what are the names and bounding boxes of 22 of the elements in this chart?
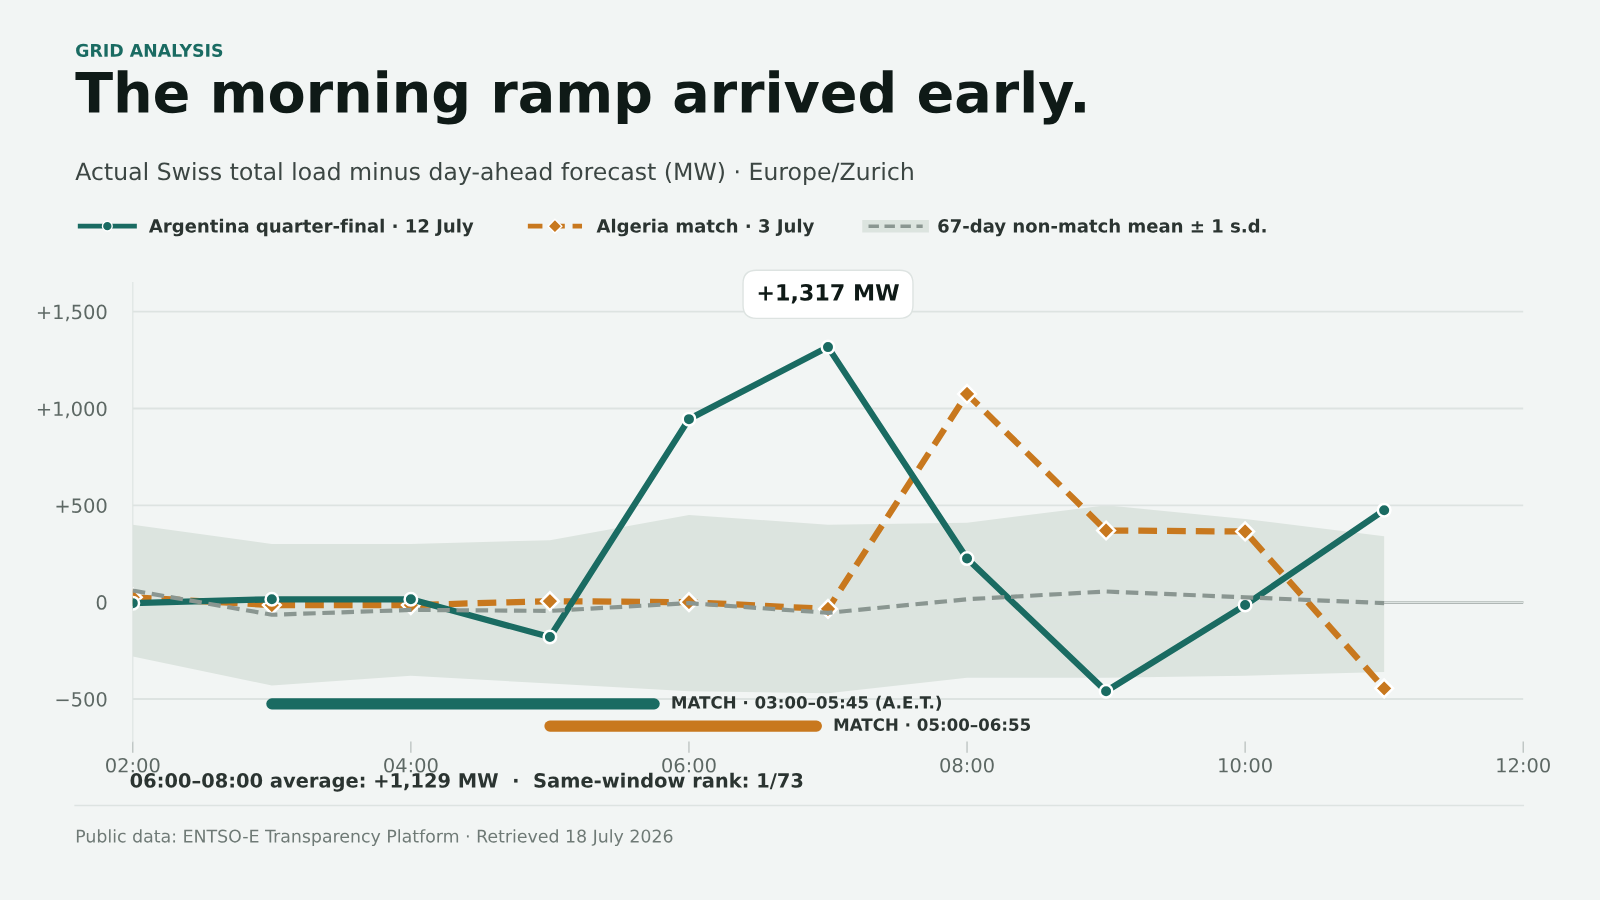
series-label: MATCH · 05:00–06:55 <box>834 718 1031 731</box>
x-tick-label: 04:00 <box>384 757 438 773</box>
x-tick-label: 12:00 <box>1497 757 1550 773</box>
y-tick-label: +1,000 <box>37 401 107 419</box>
annotation: +1,317 MW <box>758 283 899 304</box>
y-tick-label: +1,500 <box>37 304 107 322</box>
legend-label: Argentina quarter-final · 12 July <box>148 218 474 237</box>
text: GRID ANALYSIS <box>76 43 223 57</box>
x-tick-label: 08:00 <box>940 757 994 773</box>
y-tick-label: −500 <box>56 691 107 707</box>
text: Public data: ENTSO-E Transparency Platform · Retrieved 18 July 2026 <box>76 829 673 847</box>
chart-subtitle: Actual Swiss total load minus day-ahead forecast (MW) · Europe/Zurich <box>75 162 913 185</box>
chart-title: The morning ramp arrived early. <box>75 70 1085 125</box>
y-tick-label: +500 <box>56 498 107 513</box>
series-label: MATCH · 03:00–05:45 (A.E.T.) <box>672 695 942 711</box>
x-tick-label: 10:00 <box>1219 757 1272 773</box>
text: 06:00–08:00 average: +1,129 MW · Same-window rank: 1/73 <box>130 772 803 792</box>
x-tick-label: 02:00 <box>106 757 160 773</box>
legend-label: Algeria match · 3 July <box>596 218 815 237</box>
legend-label: 67-day non-match mean ± 1 s.d. <box>938 218 1266 237</box>
x-tick-label: 06:00 <box>662 757 716 773</box>
y-tick-label: 0 <box>96 595 107 610</box>
